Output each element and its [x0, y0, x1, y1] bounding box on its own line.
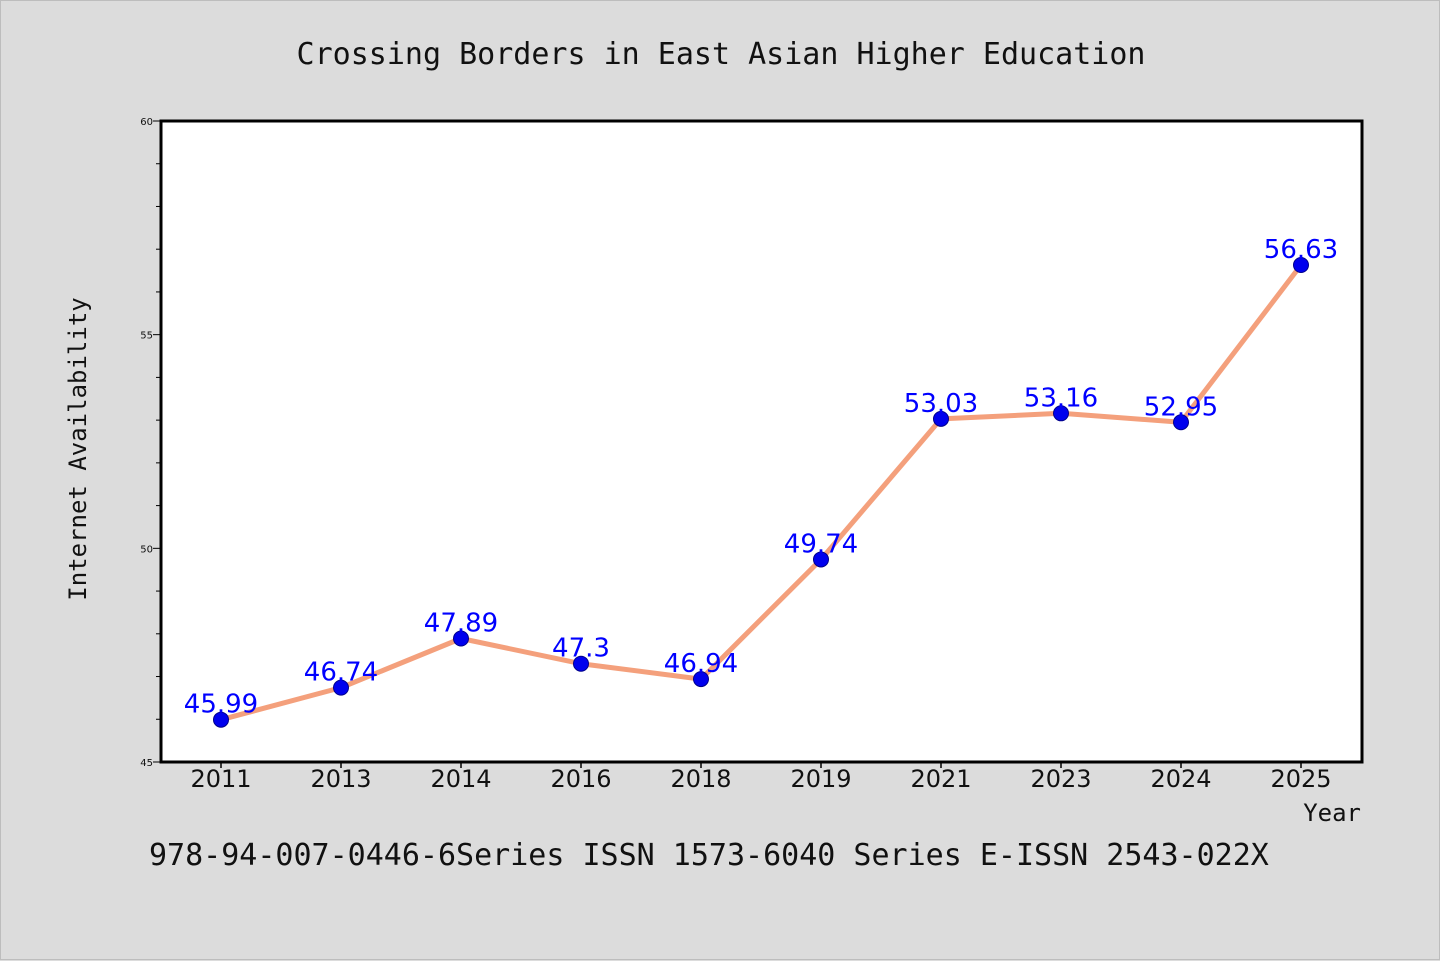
data-point-marker: [213, 711, 229, 728]
data-value-label: 46.74: [304, 658, 378, 688]
y-axis-label: Internet Availability: [64, 297, 92, 600]
data-value-label: 53.03: [904, 389, 978, 419]
data-point-marker: [333, 679, 349, 696]
x-tick-label: 2013: [310, 765, 371, 793]
data-point-marker: [1173, 414, 1189, 431]
y-tick-label: 50: [140, 544, 153, 555]
data-value-label: 47.89: [424, 609, 498, 639]
data-point-marker: [453, 630, 469, 647]
x-tick-label: 2023: [1030, 765, 1091, 793]
data-value-label: 53.16: [1024, 383, 1098, 413]
x-tick-label: 2021: [910, 765, 971, 793]
data-value-label: 49.74: [784, 529, 858, 559]
data-value-label: 56.63: [1264, 235, 1338, 265]
data-point-marker: [1053, 405, 1069, 422]
data-value-label: 47.3: [552, 634, 610, 664]
data-labels: 45.99 46.74 47.89 47.3 46.94 49.74 53.03 53.16 5…: [184, 235, 1338, 720]
data-value-label: 52.95: [1144, 392, 1218, 422]
data-value-label: 45.99: [184, 690, 258, 720]
x-tick-label: 2025: [1270, 765, 1331, 793]
y-tick-label: 55: [140, 331, 153, 342]
x-tick-label: 2024: [1150, 765, 1211, 793]
data-point-marker: [1293, 257, 1309, 274]
data-value-label: 46.94: [664, 649, 738, 679]
x-axis-label: Year: [1303, 799, 1361, 827]
data-point-marker: [813, 551, 829, 568]
y-tick-label: 45: [140, 758, 153, 769]
data-point-marker: [573, 655, 589, 672]
chart-title: Crossing Borders in East Asian Higher Ed…: [297, 37, 1146, 72]
x-tick-label: 2018: [670, 765, 731, 793]
data-point-marker: [933, 410, 949, 427]
series-line: [218, 262, 1304, 723]
y-axis: 45 50 55 60: [140, 117, 161, 769]
x-tick-label: 2014: [430, 765, 491, 793]
x-axis: 2011 2013 2014 2016 2018 2019 2021 2023 2024 2025: [190, 762, 1332, 793]
plot-area: [159, 119, 1364, 764]
data-point-marker: [693, 671, 709, 688]
y-tick-label: 60: [140, 117, 153, 128]
x-tick-label: 2019: [790, 765, 851, 793]
x-tick-label: 2016: [550, 765, 611, 793]
data-markers: [213, 257, 1309, 728]
footer-isbn-text: 978-94-007-0446-6Series ISSN 1573-6040 S…: [149, 838, 1269, 873]
x-tick-label: 2011: [190, 765, 251, 793]
series-line-group: [218, 262, 1304, 723]
